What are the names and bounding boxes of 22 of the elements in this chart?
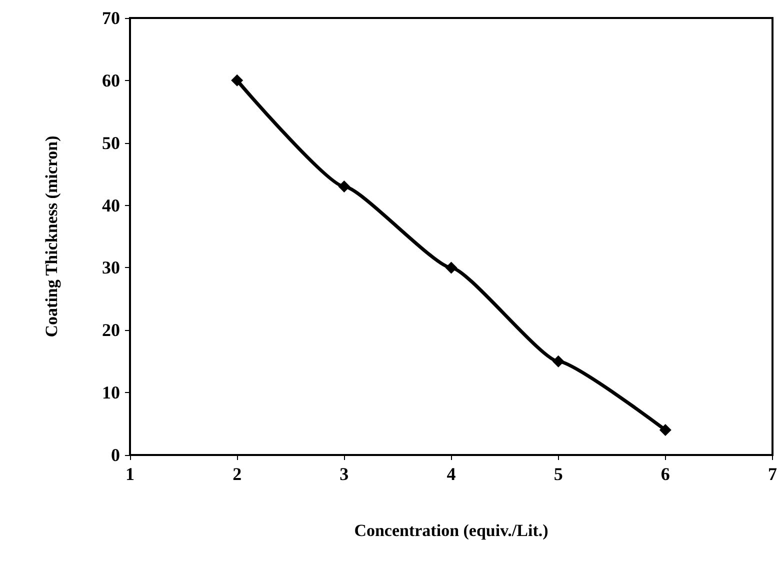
y-tick-label: 0 — [111, 445, 120, 465]
y-tick-label: 30 — [102, 258, 120, 278]
x-tick-label: 2 — [232, 464, 242, 484]
point — [231, 74, 244, 86]
x-axis-title: Concentration (equiv./Lit.) — [354, 521, 548, 540]
point — [659, 424, 672, 436]
point — [338, 180, 350, 193]
y-tick-label: 60 — [102, 70, 120, 90]
y-tick-label: 40 — [102, 195, 120, 216]
x-tick-label: 4 — [446, 464, 456, 484]
y-tick-label: 70 — [102, 8, 120, 28]
y-tick-label: 20 — [102, 320, 120, 340]
y-axis-title: Coating Thickness (micron) — [42, 136, 61, 338]
x-tick-label: 7 — [768, 464, 777, 484]
x-tick-label: 6 — [660, 464, 670, 484]
x-tick-label: 3 — [340, 464, 349, 484]
x-tick-label: 1 — [126, 464, 134, 484]
point — [552, 355, 564, 368]
point — [445, 262, 458, 274]
y-tick-label: 50 — [102, 132, 120, 153]
x-tick-label: 5 — [554, 464, 563, 484]
y-tick-label: 10 — [102, 382, 120, 403]
